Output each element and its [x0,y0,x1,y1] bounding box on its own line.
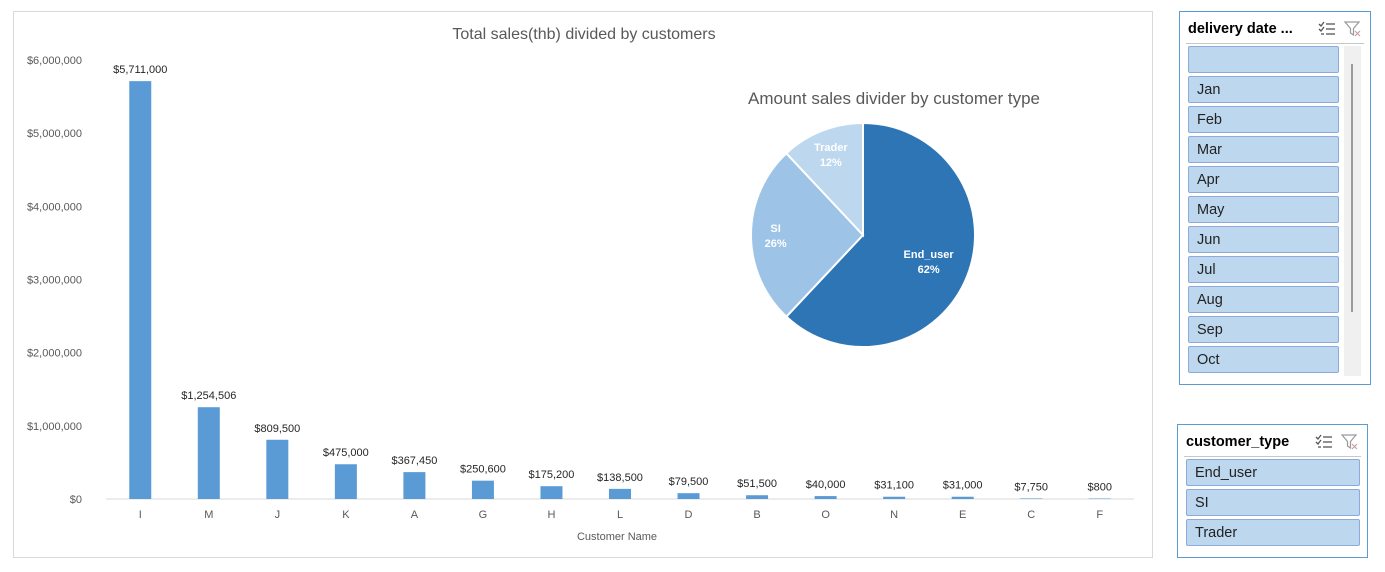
bar [266,439,289,499]
clear-filter-icon[interactable] [1342,18,1364,40]
pie-slice [784,121,864,238]
x-tick-label: G [479,509,488,521]
data-label: $31,000 [943,480,983,492]
bar [746,495,769,499]
pie-slice-percent: 12% [820,157,842,169]
multi-select-icon[interactable] [1313,431,1335,453]
slicer-item-list: Jan Feb Mar Apr May Jun Jul Aug Sep Oct [1188,46,1339,376]
data-label: $7,750 [1014,481,1048,493]
data-label: $1,254,506 [181,390,236,402]
slicer-item[interactable]: Oct [1188,346,1339,373]
slicer-header: delivery date ... [1188,18,1364,40]
slicer-item[interactable]: Jan [1188,76,1339,103]
data-label: $367,450 [391,455,437,467]
pie-slice-percent: 62% [918,264,940,276]
slicer-item[interactable]: Jun [1188,226,1339,253]
slicer-item[interactable]: End_user [1186,459,1360,486]
x-tick-label: J [275,509,281,521]
pie-slice-percent: 26% [765,238,787,250]
scrollbar-thumb[interactable] [1351,64,1353,312]
x-axis-title: Customer Name [577,531,657,543]
data-label: $475,000 [323,447,369,459]
bar [1088,498,1111,499]
y-tick-label: $2,000,000 [27,348,82,360]
bar [814,496,837,499]
x-tick-label: K [342,509,350,521]
bar [403,472,426,499]
slicer-scrollbar[interactable] [1344,46,1361,376]
data-label: $800 [1087,482,1111,494]
data-label: $40,000 [806,479,846,491]
x-tick-label: N [890,509,898,521]
slicer-item[interactable]: Aug [1188,286,1339,313]
slicer-item[interactable]: Trader [1186,519,1360,546]
bar [334,464,357,499]
slicer-item[interactable]: Mar [1188,136,1339,163]
multi-select-icon[interactable] [1316,18,1338,40]
data-label: $31,100 [874,480,914,492]
x-tick-label: I [139,509,142,521]
bar [951,496,974,499]
slicer-item[interactable]: SI [1186,489,1360,516]
x-tick-label: A [411,509,419,521]
slicer-title: customer_type [1186,434,1290,450]
pie-slice-label: Trader [814,142,848,154]
slicer-header: customer_type [1186,431,1361,453]
slicer-title: delivery date ... [1188,21,1293,37]
y-tick-label: $4,000,000 [27,201,82,213]
slicer-item[interactable]: Jul [1188,256,1339,283]
slicer-customer-type[interactable]: customer_type End_user SI Trader [1177,424,1368,558]
y-tick-label: $0 [70,494,82,506]
slicer-item[interactable]: Sep [1188,316,1339,343]
x-tick-label: F [1096,509,1103,521]
clear-filter-icon[interactable] [1339,431,1361,453]
y-tick-label: $1,000,000 [27,421,82,433]
x-tick-label: E [959,509,966,521]
y-tick-label: $3,000,000 [27,275,82,287]
x-tick-label: L [617,509,623,521]
y-tick-label: $5,000,000 [27,128,82,140]
chart-canvas: Total sales(thb) divided by customers $0 $… [27,26,1134,543]
chart-area[interactable]: Total sales(thb) divided by customers $0 $… [13,11,1153,558]
data-label: $175,200 [529,469,575,481]
data-label: $138,500 [597,472,643,484]
bar [471,480,494,499]
pie-slice-label: SI [770,223,780,235]
data-label: $250,600 [460,464,506,476]
data-label: $809,500 [254,423,300,435]
bar-chart-title: Total sales(thb) divided by customers [452,26,715,43]
x-tick-label: B [753,509,760,521]
slicer-item-list: End_user SI Trader [1186,459,1360,549]
bar [1020,498,1043,499]
x-tick-label: C [1027,509,1035,521]
x-tick-label: H [547,509,555,521]
slicer-item[interactable]: Apr [1188,166,1339,193]
slicer-item[interactable]: May [1188,196,1339,223]
bar [677,493,700,499]
slicer-divider [1186,43,1364,44]
data-label: $51,500 [737,478,777,490]
pie-slice-label: End_user [904,249,955,261]
pie-slice [750,151,865,319]
data-label: $5,711,000 [113,64,167,76]
bar [540,486,563,499]
y-tick-label: $6,000,000 [27,55,82,67]
data-label: $79,500 [669,476,709,488]
x-tick-label: M [204,509,213,521]
bar [883,496,906,499]
bar [609,488,631,499]
slicer-delivery-date[interactable]: delivery date ... Jan Feb Mar Apr May Jun Jul A… [1179,11,1371,385]
x-tick-label: D [685,509,693,521]
pie-slice [784,121,976,348]
x-tick-label: O [821,509,830,521]
pie-chart-title: Amount sales divider by customer type [748,89,1040,108]
slicer-item[interactable] [1188,46,1339,73]
bar [197,407,220,499]
bar [129,81,152,499]
slicer-item[interactable]: Feb [1188,106,1339,133]
slicer-divider [1184,456,1361,457]
